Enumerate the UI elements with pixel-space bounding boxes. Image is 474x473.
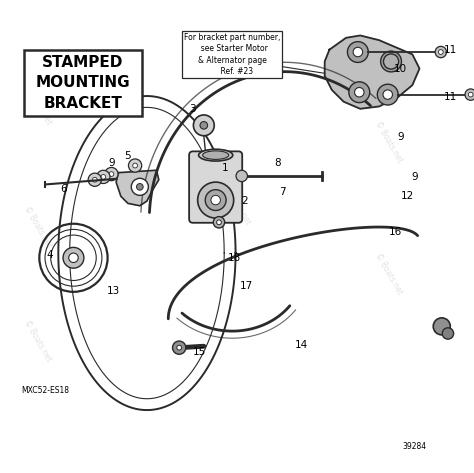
- FancyBboxPatch shape: [189, 151, 242, 223]
- Text: 5: 5: [125, 151, 131, 161]
- Polygon shape: [325, 35, 419, 109]
- Circle shape: [97, 170, 110, 184]
- Text: 15: 15: [192, 347, 206, 358]
- Circle shape: [213, 217, 225, 228]
- Text: 17: 17: [240, 281, 253, 291]
- Circle shape: [200, 122, 208, 129]
- Text: 11: 11: [444, 92, 457, 102]
- Circle shape: [109, 172, 114, 176]
- Circle shape: [88, 173, 101, 186]
- Text: MXC52-ES18: MXC52-ES18: [21, 385, 69, 395]
- Circle shape: [435, 46, 447, 58]
- Ellipse shape: [203, 151, 228, 159]
- Circle shape: [465, 89, 474, 100]
- Text: 16: 16: [389, 227, 402, 237]
- Circle shape: [438, 50, 443, 54]
- FancyBboxPatch shape: [182, 31, 282, 78]
- Ellipse shape: [199, 149, 233, 161]
- Text: © Boats.net: © Boats.net: [22, 82, 54, 126]
- Circle shape: [468, 92, 473, 97]
- Text: 9: 9: [108, 158, 115, 168]
- Text: © Boats.net: © Boats.net: [373, 252, 404, 297]
- Circle shape: [198, 182, 234, 218]
- Circle shape: [217, 220, 221, 225]
- Circle shape: [133, 163, 137, 168]
- Text: © Boats.net: © Boats.net: [22, 205, 54, 249]
- Circle shape: [349, 82, 370, 103]
- Text: 4: 4: [46, 250, 53, 261]
- Circle shape: [211, 195, 220, 205]
- Circle shape: [383, 54, 399, 69]
- Text: 7: 7: [279, 186, 285, 197]
- Circle shape: [101, 175, 106, 179]
- Circle shape: [193, 115, 214, 136]
- Circle shape: [383, 90, 392, 99]
- Text: © Boats.net: © Boats.net: [22, 318, 54, 363]
- Text: © Boats.net: © Boats.net: [373, 120, 404, 164]
- Text: 18: 18: [228, 253, 241, 263]
- Circle shape: [173, 341, 186, 354]
- Circle shape: [236, 170, 247, 182]
- Text: 39284: 39284: [403, 442, 427, 452]
- Text: 3: 3: [189, 104, 195, 114]
- Text: 9: 9: [411, 172, 418, 183]
- Circle shape: [69, 253, 78, 263]
- Circle shape: [377, 84, 398, 105]
- Circle shape: [105, 167, 118, 181]
- FancyBboxPatch shape: [24, 50, 142, 116]
- Text: STAMPED
MOUNTING
BRACKET: STAMPED MOUNTING BRACKET: [36, 55, 130, 111]
- Text: 9: 9: [397, 132, 404, 142]
- Circle shape: [128, 159, 142, 172]
- Circle shape: [347, 42, 368, 62]
- Polygon shape: [116, 170, 159, 206]
- Circle shape: [386, 57, 396, 66]
- Circle shape: [63, 247, 84, 268]
- Text: 14: 14: [294, 340, 308, 350]
- Circle shape: [355, 88, 364, 97]
- Circle shape: [131, 178, 148, 195]
- Text: © Boats.net: © Boats.net: [221, 181, 253, 226]
- Circle shape: [433, 318, 450, 335]
- Circle shape: [137, 184, 143, 190]
- Circle shape: [92, 177, 97, 182]
- Text: 8: 8: [274, 158, 281, 168]
- Circle shape: [381, 51, 401, 72]
- Text: 2: 2: [241, 196, 247, 206]
- Text: 10: 10: [394, 63, 407, 74]
- Text: 13: 13: [107, 286, 120, 296]
- Circle shape: [442, 328, 454, 339]
- Text: 12: 12: [401, 191, 414, 201]
- Text: 1: 1: [222, 163, 228, 173]
- Circle shape: [177, 345, 182, 350]
- Text: 11: 11: [444, 44, 457, 55]
- Circle shape: [353, 47, 363, 57]
- Text: 6: 6: [61, 184, 67, 194]
- Text: For bracket part number,
  see Starter Motor
& Alternator page
    Ref. #23: For bracket part number, see Starter Mot…: [184, 33, 281, 76]
- Circle shape: [205, 190, 226, 210]
